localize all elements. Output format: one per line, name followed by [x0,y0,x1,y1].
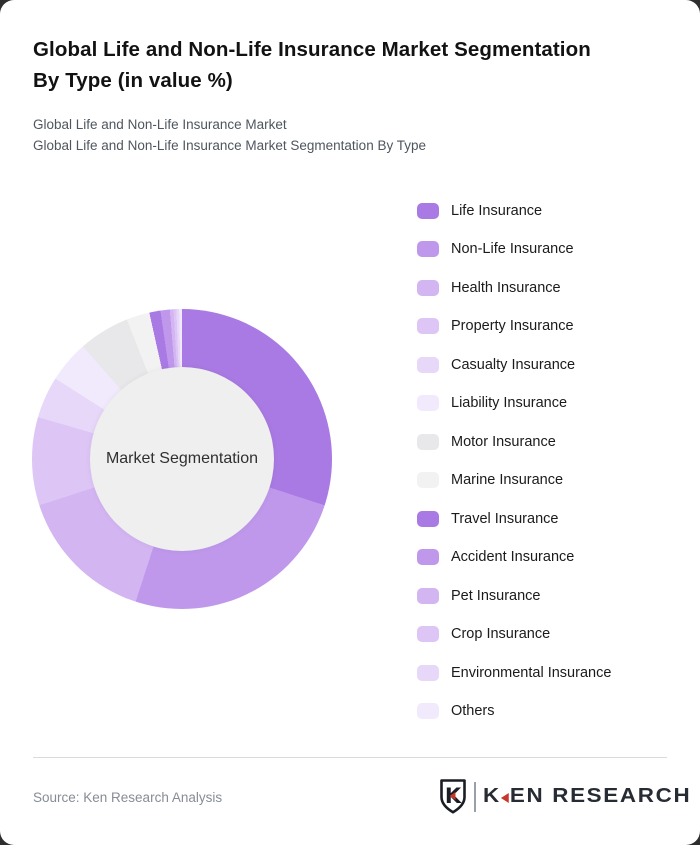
ken-research-logo: K K EN RESEARCH [438,779,690,814]
legend-swatch-icon [417,703,439,719]
legend-item-label: Pet Insurance [451,587,541,604]
legend-item-label: Accident Insurance [451,549,575,565]
wordmark-rest: EN RESEARCH [509,785,692,807]
legend-item-label: Life Insurance [451,202,543,219]
legend-swatch-icon [417,433,439,450]
chart-legend: Life Insurance Non-Life Insurance Health… [417,202,611,720]
legend-swatch-icon [417,549,439,565]
footer-divider [33,757,667,758]
legend-swatch-icon [417,318,439,334]
legend-item-label: Non-Life Insurance [451,241,574,257]
donut-chart[interactable]: Market Segmentation [32,309,332,609]
ken-research-wordmark: K EN RESEARCH [483,785,691,808]
legend-swatch-icon [417,202,439,219]
legend-item-label: Motor Insurance [451,433,556,450]
legend-item-label: Health Insurance [451,279,561,296]
legend-item-label: Environmental Insurance [451,664,612,681]
legend-item-non-life-insurance[interactable]: Non-Life Insurance [417,241,611,258]
chart-subtitle-line-2: Global Life and Non-Life Insurance Marke… [33,138,426,153]
legend-item-label: Property Insurance [451,318,574,334]
legend-item-liability-insurance[interactable]: Liability Insurance [417,395,611,412]
legend-item-marine-insurance[interactable]: Marine Insurance [417,472,611,489]
ken-research-shield-icon: K [440,779,466,814]
chart-subtitle-line-1: Global Life and Non-Life Insurance Marke… [33,117,287,132]
legend-swatch-icon [417,472,439,488]
legend-swatch-icon [417,510,439,527]
wordmark-k: K [482,785,501,807]
source-text: Source: Ken Research Analysis [33,790,223,805]
legend-item-life-insurance[interactable]: Life Insurance [417,202,611,219]
legend-swatch-icon [417,395,439,411]
legend-swatch-icon [417,587,439,604]
legend-item-label: Others [451,703,495,719]
legend-item-others[interactable]: Others [417,703,611,720]
donut-center-label: Market Segmentation [105,450,259,467]
legend-item-travel-insurance[interactable]: Travel Insurance [417,510,611,527]
legend-swatch-icon [417,626,439,642]
legend-swatch-icon [417,356,439,373]
legend-item-label: Liability Insurance [451,395,568,411]
legend-item-label: Travel Insurance [451,510,559,527]
legend-item-motor-insurance[interactable]: Motor Insurance [417,433,611,450]
page-title: Global Life and Non-Life Insurance Marke… [33,38,591,92]
legend-item-environmental-insurance[interactable]: Environmental Insurance [417,664,611,681]
legend-item-casualty-insurance[interactable]: Casualty Insurance [417,356,611,373]
legend-item-pet-insurance[interactable]: Pet Insurance [417,587,611,604]
legend-swatch-icon [417,664,439,681]
logo-separator [473,781,476,812]
legend-swatch-icon [417,279,439,296]
legend-item-label: Marine Insurance [451,472,564,488]
legend-swatch-icon [417,241,439,257]
legend-item-health-insurance[interactable]: Health Insurance [417,279,611,296]
legend-item-crop-insurance[interactable]: Crop Insurance [417,626,611,643]
donut-hole: Market Segmentation [90,367,274,551]
legend-item-property-insurance[interactable]: Property Insurance [417,318,611,335]
legend-item-label: Crop Insurance [451,626,551,642]
wordmark-red-triangle-icon [500,792,509,803]
legend-item-label: Casualty Insurance [451,356,576,373]
legend-item-accident-insurance[interactable]: Accident Insurance [417,549,611,566]
